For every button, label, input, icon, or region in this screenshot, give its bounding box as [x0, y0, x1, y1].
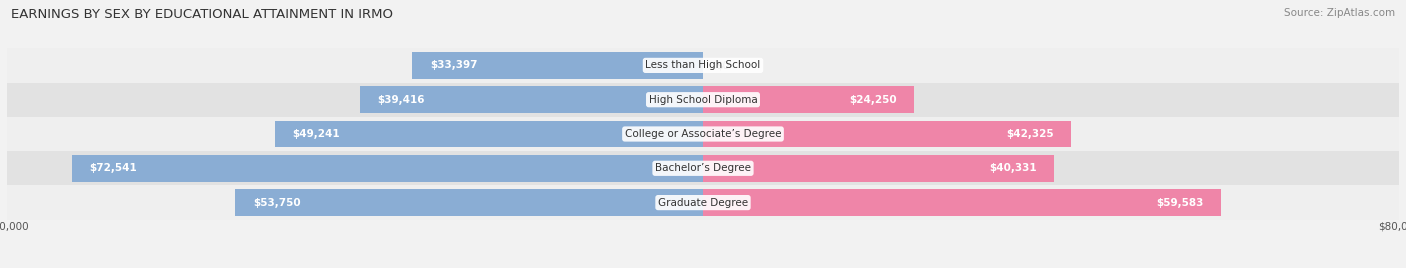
Text: Less than High School: Less than High School — [645, 60, 761, 70]
Text: Graduate Degree: Graduate Degree — [658, 198, 748, 208]
Text: $49,241: $49,241 — [292, 129, 340, 139]
Text: $24,250: $24,250 — [849, 95, 897, 105]
Text: $72,541: $72,541 — [90, 163, 136, 173]
Bar — [235, 189, 703, 216]
Bar — [360, 86, 703, 113]
Text: $42,325: $42,325 — [1007, 129, 1054, 139]
Text: Source: ZipAtlas.com: Source: ZipAtlas.com — [1284, 8, 1395, 18]
Text: High School Diploma: High School Diploma — [648, 95, 758, 105]
Bar — [7, 83, 1399, 117]
Bar — [412, 52, 703, 79]
Bar — [703, 86, 914, 113]
Text: Bachelor’s Degree: Bachelor’s Degree — [655, 163, 751, 173]
Bar — [703, 155, 1054, 182]
Text: EARNINGS BY SEX BY EDUCATIONAL ATTAINMENT IN IRMO: EARNINGS BY SEX BY EDUCATIONAL ATTAINMEN… — [11, 8, 394, 21]
Bar — [703, 121, 1071, 147]
Bar — [7, 185, 1399, 220]
Text: $0: $0 — [716, 60, 730, 70]
Text: College or Associate’s Degree: College or Associate’s Degree — [624, 129, 782, 139]
Text: $53,750: $53,750 — [253, 198, 301, 208]
Text: $39,416: $39,416 — [377, 95, 425, 105]
Bar — [7, 151, 1399, 185]
Bar — [703, 189, 1222, 216]
Bar — [7, 48, 1399, 83]
Text: $40,331: $40,331 — [988, 163, 1036, 173]
Bar — [72, 155, 703, 182]
Bar — [274, 121, 703, 147]
Text: $33,397: $33,397 — [430, 60, 478, 70]
Text: $59,583: $59,583 — [1157, 198, 1204, 208]
Bar — [7, 117, 1399, 151]
